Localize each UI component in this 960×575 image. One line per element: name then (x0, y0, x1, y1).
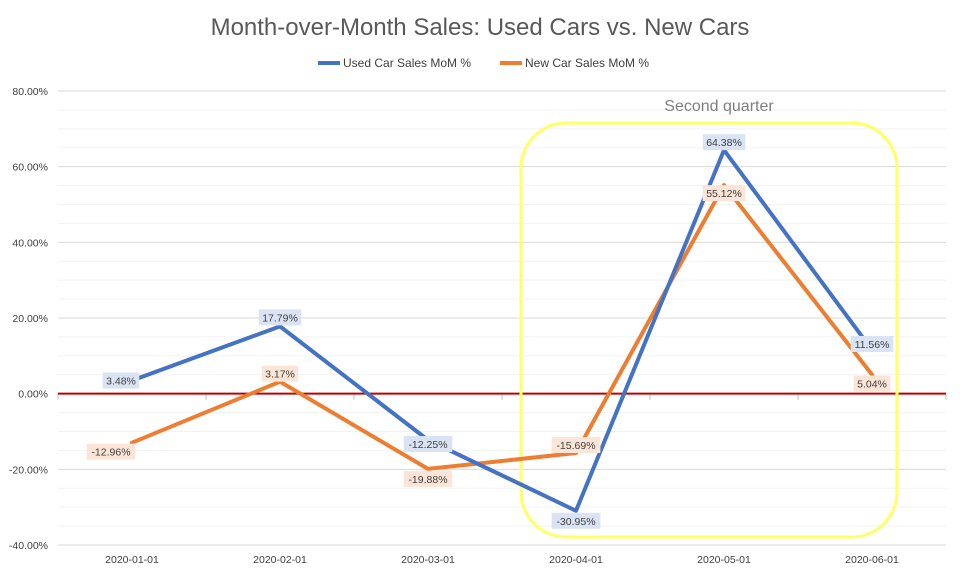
legend-label: New Car Sales MoM % (525, 56, 649, 70)
data-label-background (702, 185, 746, 202)
x-tick-label: 2020-03-01 (401, 554, 455, 566)
data-label-background (853, 375, 891, 392)
data-label-text: 17.79% (262, 312, 298, 324)
data-label-text: -19.88% (408, 474, 447, 486)
x-axis-tick-labels: 2020-01-01 2020-02-01 2020-03-01 2020-04-01… (105, 554, 899, 566)
major-gridlines (58, 90, 946, 546)
data-label: 3.17% (261, 365, 299, 382)
series-line-used-cars (130, 148, 874, 513)
data-labels-layer: 3.48% 17.79% -12.25% -30.95% 64.38% 11.56% -12… (86, 134, 894, 529)
data-label: 5.04% (853, 375, 891, 392)
data-label-background (551, 437, 601, 454)
chart-title: Month-over-Month Sales: Used Cars vs. Ne… (211, 14, 750, 41)
data-label-background (102, 372, 140, 389)
data-label-text: 55.12% (706, 188, 742, 200)
data-label: 11.56% (850, 335, 894, 352)
data-label-text: 3.48% (106, 376, 136, 388)
legend-item-new-cars: New Car Sales MoM % (500, 56, 649, 70)
y-tick-label: -40.00% (9, 540, 48, 552)
x-tick-label: 2020-05-01 (697, 554, 751, 566)
y-tick-label: 0.00% (18, 389, 48, 401)
data-label-text: 3.17% (265, 369, 295, 381)
data-label-text: 5.04% (857, 379, 887, 391)
data-label-text: 64.38% (706, 137, 742, 149)
y-tick-label: 40.00% (12, 237, 48, 249)
annotation-label: Second quarter (664, 98, 774, 115)
y-tick-label: 80.00% (12, 86, 48, 98)
x-tick-label: 2020-06-01 (845, 554, 899, 566)
data-label: 64.38% (702, 134, 746, 151)
data-label-background (702, 134, 746, 151)
data-label: 55.12% (702, 185, 746, 202)
x-tick-label: 2020-02-01 (253, 554, 307, 566)
y-tick-label: 60.00% (12, 162, 48, 174)
y-tick-label: -20.00% (9, 464, 48, 476)
data-label-text: -15.69% (556, 440, 595, 452)
series-line-new-cars (130, 183, 874, 471)
y-tick-label: 20.00% (12, 313, 48, 325)
legend-label: Used Car Sales MoM % (343, 56, 471, 70)
annotation-layer: Second quarter (519, 98, 899, 539)
data-label: 17.79% (258, 309, 302, 326)
x-tick-label: 2020-04-01 (549, 554, 603, 566)
data-label-text: 11.56% (855, 339, 890, 351)
data-label: 3.48% (102, 372, 140, 389)
legend: Used Car Sales MoM % New Car Sales MoM % (318, 56, 649, 70)
data-label-background (403, 470, 453, 487)
x-tick-label: 2020-01-01 (105, 554, 159, 566)
data-label: -19.88% (403, 470, 453, 487)
second-quarter-highlight (519, 121, 899, 539)
data-label: -12.25% (403, 436, 453, 453)
data-label-background (86, 443, 136, 460)
data-label-text: -12.96% (91, 447, 130, 459)
data-label-text: -30.95% (556, 516, 595, 528)
data-label: -15.69% (551, 437, 601, 454)
legend-item-used-cars: Used Car Sales MoM % (318, 56, 471, 70)
series-layer (130, 148, 874, 513)
data-label-background (403, 436, 453, 453)
y-axis-tick-labels: 80.00% 60.00% 40.00% 20.00% 0.00% -20.00% -40.… (9, 86, 48, 552)
data-label-text: -12.25% (408, 439, 447, 451)
data-label-background (258, 309, 302, 326)
data-label: -12.96% (86, 443, 136, 460)
data-label-background (551, 512, 601, 529)
data-label: -30.95% (551, 512, 601, 529)
data-label-background (261, 365, 299, 382)
data-label-background (850, 335, 894, 352)
